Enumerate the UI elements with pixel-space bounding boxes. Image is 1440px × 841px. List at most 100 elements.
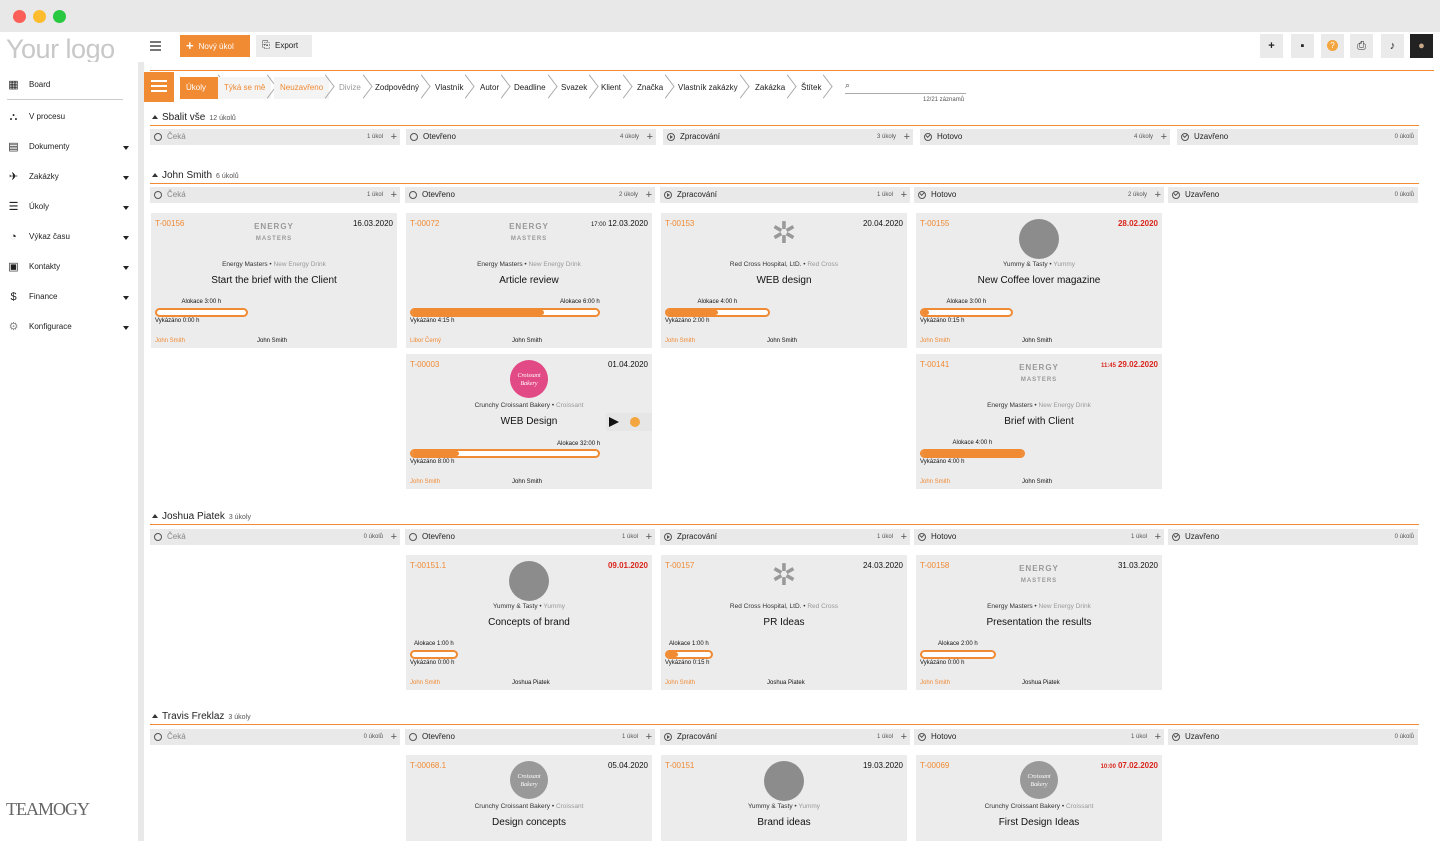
task-id[interactable]: T-00153: [665, 219, 695, 228]
task-assignee[interactable]: Joshua Piatek: [767, 680, 805, 686]
task-owner[interactable]: John Smith: [155, 338, 186, 344]
task-assignee[interactable]: John Smith: [767, 338, 798, 344]
task-assignee[interactable]: Joshua Piatek: [1022, 680, 1060, 686]
minimize-window-button[interactable]: [33, 10, 46, 23]
filter-ukoly[interactable]: Úkoly: [180, 77, 222, 99]
column-header-ceka[interactable]: Čeká 0 úkolů +: [150, 529, 400, 545]
timer-clock-icon[interactable]: [630, 417, 640, 427]
task-id[interactable]: T-00156: [155, 219, 185, 228]
column-header-uzavreno[interactable]: Uzavřeno 0 úkolů: [1168, 529, 1418, 545]
chevron-down-icon[interactable]: [123, 266, 129, 270]
task-card[interactable]: T-00151 19.03.2020 Yummy & Tasty • Yummy Br…: [661, 755, 907, 841]
task-card[interactable]: T-00158 31.03.2020 ENERGY MASTERS Energy Mas…: [916, 555, 1162, 690]
task-assignee[interactable]: John Smith: [512, 479, 543, 485]
task-owner[interactable]: John Smith: [920, 338, 951, 344]
chevron-down-icon[interactable]: [123, 146, 129, 150]
task-assignee[interactable]: John Smith: [1022, 479, 1053, 485]
task-owner[interactable]: John Smith: [920, 680, 951, 686]
task-card[interactable]: T-00003 01.04.2020 Croissant Bakery Crunchy…: [406, 354, 652, 489]
task-id[interactable]: T-00069: [920, 761, 950, 770]
column-header-zpracovani[interactable]: Zpracování 3 úkoly +: [663, 129, 913, 145]
task-card[interactable]: T-00068.1 05.04.2020 Croissant Bakery Crunc…: [406, 755, 652, 841]
task-id[interactable]: T-00158: [920, 561, 950, 570]
add-task-icon[interactable]: +: [900, 189, 907, 201]
hamburger-menu-icon[interactable]: [150, 41, 161, 51]
column-header-ceka[interactable]: Čeká 1 úkol +: [150, 129, 400, 145]
add-task-icon[interactable]: +: [903, 131, 910, 143]
sidebar-item-finance[interactable]: $ Finance: [7, 289, 131, 305]
sidebar-item-board[interactable]: ▦ Board: [7, 77, 131, 93]
add-task-icon[interactable]: +: [645, 189, 652, 201]
notification-bell-icon[interactable]: ♪: [1381, 34, 1404, 58]
task-title[interactable]: PR Ideas: [763, 617, 805, 628]
filter-zodpovedny[interactable]: Zodpovědný: [369, 77, 425, 99]
add-task-icon[interactable]: +: [1154, 189, 1161, 201]
filter-autor[interactable]: Autor: [474, 77, 505, 99]
filter-vlastnik[interactable]: Vlastník: [429, 77, 469, 99]
task-title[interactable]: WEB Design: [500, 416, 558, 427]
task-id[interactable]: T-00151: [665, 761, 695, 770]
task-title[interactable]: Article review: [499, 275, 559, 286]
task-owner[interactable]: John Smith: [410, 479, 441, 485]
add-task-icon[interactable]: +: [1154, 531, 1161, 543]
filter-klient[interactable]: Klient: [595, 77, 627, 99]
collapse-all-toggle[interactable]: Sbalit vše 12 úkolů: [152, 112, 236, 123]
task-card[interactable]: T-00069 10:00 07.02.2020 Croissant Bakery Cr…: [916, 755, 1162, 841]
task-id[interactable]: T-00072: [410, 219, 440, 228]
chevron-down-icon[interactable]: [123, 236, 129, 240]
add-task-icon[interactable]: +: [390, 189, 397, 201]
task-card[interactable]: T-00156 16.03.2020 ENERGY MASTERS Energy Mas…: [151, 213, 397, 348]
task-id[interactable]: T-00141: [920, 360, 950, 369]
column-header-uzavreno[interactable]: Uzavřeno 0 úkolů: [1177, 129, 1418, 145]
task-title[interactable]: Brand ideas: [757, 817, 811, 828]
task-owner[interactable]: John Smith: [920, 479, 951, 485]
task-owner[interactable]: John Smith: [665, 680, 696, 686]
column-header-zpracovani[interactable]: Zpracování 1 úkol +: [660, 187, 910, 203]
column-header-otevreno[interactable]: Otevřeno 2 úkoly +: [405, 187, 655, 203]
sidebar-item-vykaz-casu[interactable]: ◔ Výkaz času: [7, 229, 131, 245]
add-task-icon[interactable]: +: [390, 131, 397, 143]
add-icon[interactable]: +: [1260, 34, 1283, 58]
group-toggle-joshua-piatek[interactable]: Joshua Piatek 3 úkoly: [152, 511, 251, 522]
sidebar-item-konfigurace[interactable]: ⚙ Konfigurace: [7, 319, 131, 335]
add-task-icon[interactable]: +: [1154, 731, 1161, 743]
filter-divize[interactable]: Divize: [333, 77, 367, 99]
task-card[interactable]: T-00157 24.03.2020 ✲ Red Cross Hospital, Lt…: [661, 555, 907, 690]
column-header-ceka[interactable]: Čeká 1 úkol +: [150, 187, 400, 203]
task-card[interactable]: T-00141 11:45 29.02.2020 ENERGY MASTERS Energ…: [916, 354, 1162, 489]
column-header-zpracovani[interactable]: Zpracování 1 úkol +: [660, 729, 910, 745]
filter-neuzavreno[interactable]: Neuzavřeno: [274, 77, 330, 99]
app-logo[interactable]: Your logo: [6, 34, 115, 64]
add-task-icon[interactable]: +: [645, 731, 652, 743]
task-assignee[interactable]: Joshua Piatek: [512, 680, 550, 686]
notes-icon[interactable]: ▪: [1291, 34, 1314, 58]
add-task-icon[interactable]: +: [1160, 131, 1167, 143]
column-header-hotovo[interactable]: Hotovo 1 úkol +: [914, 729, 1164, 745]
add-task-icon[interactable]: +: [900, 531, 907, 543]
task-card[interactable]: T-00072 17:00 12.03.2020 ENERGY MASTERS Energ…: [406, 213, 652, 348]
sidebar-item-ukoly[interactable]: ☰ Úkoly: [7, 199, 131, 215]
help-icon[interactable]: ?: [1321, 34, 1344, 58]
task-title[interactable]: New Coffee lover magazine: [977, 275, 1101, 286]
filter-deadline[interactable]: Deadline: [508, 77, 552, 99]
task-id[interactable]: T-00068.1: [410, 761, 447, 770]
task-title[interactable]: Concepts of brand: [488, 617, 570, 628]
new-task-button[interactable]: + Nový úkol: [180, 35, 250, 57]
filter-svazek[interactable]: Svazek: [555, 77, 593, 99]
column-header-otevreno[interactable]: Otevřeno 1 úkol +: [405, 729, 655, 745]
sidebar-item-kontakty[interactable]: ▣ Kontakty: [7, 259, 131, 275]
group-toggle-travis-freklaz[interactable]: Travis Freklaz 3 úkoly: [152, 711, 251, 722]
task-card[interactable]: T-00155 28.02.2020 Yummy & Tasty • Yummy Ne…: [916, 213, 1162, 348]
column-header-otevreno[interactable]: Otevřeno 1 úkol +: [405, 529, 655, 545]
filter-znacka[interactable]: Značka: [631, 77, 669, 99]
sidebar-item-dokumenty[interactable]: ▤ Dokumenty: [7, 139, 131, 155]
task-assignee[interactable]: John Smith: [257, 338, 288, 344]
task-assignee[interactable]: John Smith: [512, 338, 543, 344]
group-toggle-john-smith[interactable]: John Smith 6 úkolů: [152, 170, 239, 181]
task-id[interactable]: T-00157: [665, 561, 695, 570]
filter-stitek[interactable]: Štítek: [795, 77, 827, 99]
column-header-otevreno[interactable]: Otevřeno 4 úkoly +: [406, 129, 656, 145]
add-task-icon[interactable]: +: [390, 531, 397, 543]
task-title[interactable]: Brief with Client: [1004, 416, 1074, 427]
user-avatar[interactable]: ●: [1410, 34, 1433, 58]
